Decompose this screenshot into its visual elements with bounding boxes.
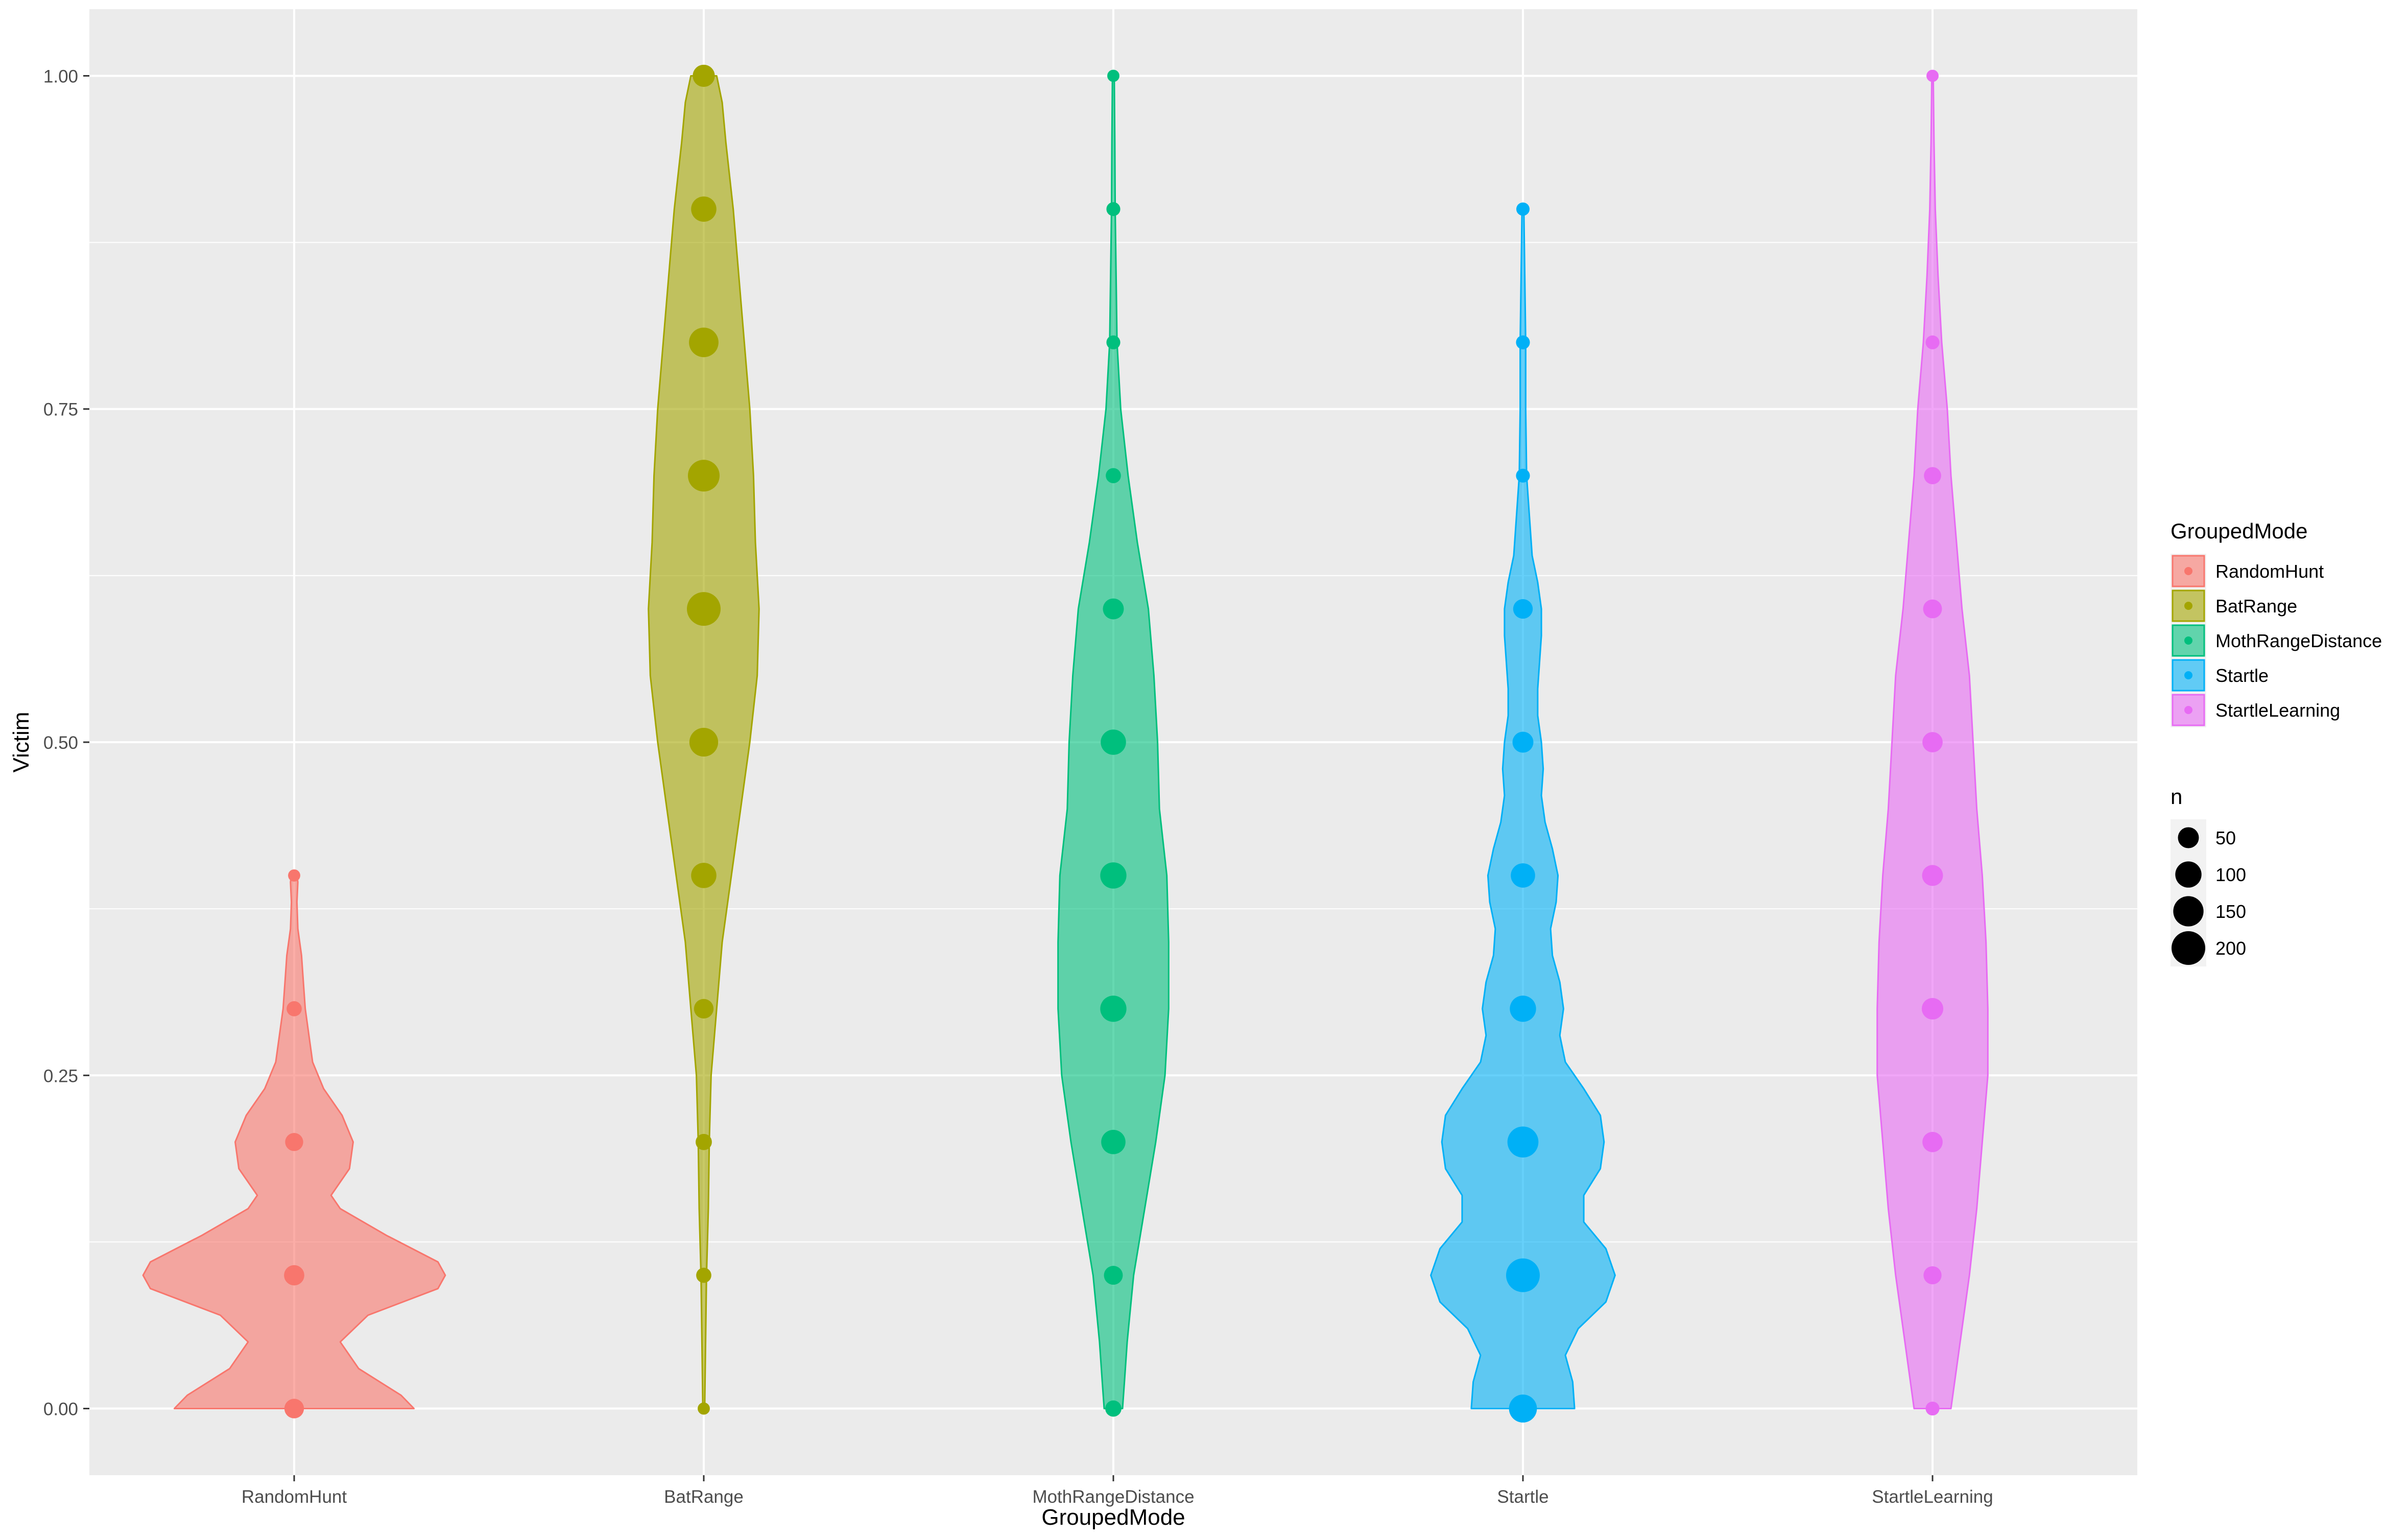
point-MothRangeDistance [1100,862,1127,889]
legend-key-BatRange [2172,589,2205,622]
point-Startle [1516,468,1530,483]
point-StartleLearning [1923,1266,1942,1285]
points [284,64,1944,1423]
point-BatRange [687,460,720,492]
point-StartleLearning [1921,998,1944,1020]
point-StartleLearning [1922,1131,1943,1152]
x-tick-label: MothRangeDistance [1032,1487,1194,1507]
y-axis-title: Victim [9,712,34,773]
point-StartleLearning [1926,69,1939,82]
legend-size-label: 200 [2215,938,2246,959]
legend-size: n 50 100 150 200 [2171,785,2246,966]
point-Startle [1506,1258,1540,1292]
point-BatRange [689,727,719,757]
legend-groupedmode: GroupedMode RandomHunt BatRange MothRangeD… [2171,519,2382,727]
point-StartleLearning [1922,865,1943,886]
point-MothRangeDistance [1100,996,1127,1022]
legend-color-title: GroupedMode [2171,519,2308,543]
point-Startle [1507,1126,1539,1158]
point-Startle [1509,1394,1537,1423]
point-StartleLearning [1923,599,1942,619]
point-Startle [1513,599,1533,619]
y-axis: 0.00 0.25 0.50 0.75 1.00 [43,66,89,1420]
point-MothRangeDistance [1101,729,1126,755]
legend-key-point [2184,671,2192,679]
y-tick-label: 0.00 [43,1400,78,1420]
point-Startle [1516,202,1530,216]
point-MothRangeDistance [1106,202,1120,216]
x-axis: RandomHunt BatRange MothRangeDistance Start… [242,1475,1993,1507]
point-RandomHunt [284,1399,304,1418]
point-BatRange [691,196,717,222]
legend-label-RandomHunt: RandomHunt [2215,561,2324,582]
legend-size-dot [2178,827,2199,848]
point-StartleLearning [1922,732,1943,752]
point-RandomHunt [284,1265,304,1286]
y-tick-label: 1.00 [43,66,78,86]
y-tick-label: 0.75 [43,400,78,420]
x-tick-label: RandomHunt [242,1487,347,1507]
legend-size-label: 150 [2215,901,2246,922]
point-StartleLearning [1925,1401,1940,1416]
point-BatRange [694,999,714,1019]
x-tick-label: StartleLearning [1872,1487,1993,1507]
legend-key-point [2184,706,2192,714]
point-MothRangeDistance [1101,1129,1126,1154]
point-BatRange [689,327,719,358]
point-MothRangeDistance [1103,598,1124,620]
legend-key-point [2184,567,2192,575]
legend-label-Startle: Startle [2215,665,2269,686]
point-StartleLearning [1925,335,1940,349]
legend-size-title: n [2171,785,2182,809]
point-MothRangeDistance [1107,69,1119,82]
point-Startle [1511,863,1535,888]
x-tick-label: BatRange [664,1487,744,1507]
point-MothRangeDistance [1104,1266,1123,1285]
legend-size-dot [2172,931,2205,965]
point-Startle [1510,996,1536,1022]
point-BatRange [691,863,717,888]
point-StartleLearning [1924,467,1941,485]
y-tick-label: 0.25 [43,1066,78,1086]
point-BatRange [696,1267,711,1283]
point-BatRange [696,1133,712,1150]
point-RandomHunt [285,1133,303,1151]
legend-size-label: 50 [2215,827,2236,848]
legend-size-dot [2175,861,2202,888]
point-BatRange [698,1402,710,1415]
point-BatRange [693,64,715,87]
legend-label-MothRangeDistance: MothRangeDistance [2215,630,2382,651]
x-tick-label: Startle [1497,1487,1548,1507]
legend-size-dot [2173,896,2204,927]
legend-size-label: 100 [2215,864,2246,885]
point-MothRangeDistance [1105,1400,1122,1417]
point-Startle [1516,335,1530,349]
legend-key-point [2184,636,2192,645]
x-axis-title: GroupedMode [1041,1505,1185,1530]
legend-label-BatRange: BatRange [2215,596,2297,617]
point-Startle [1512,731,1534,753]
point-MothRangeDistance [1106,335,1120,349]
point-MothRangeDistance [1106,468,1121,484]
point-BatRange [687,592,721,626]
y-tick-label: 0.50 [43,733,78,753]
legend-label-StartleLearning: StartleLearning [2215,700,2340,721]
legend-key-point [2184,602,2192,610]
point-RandomHunt [287,1001,302,1016]
point-RandomHunt [288,869,300,882]
